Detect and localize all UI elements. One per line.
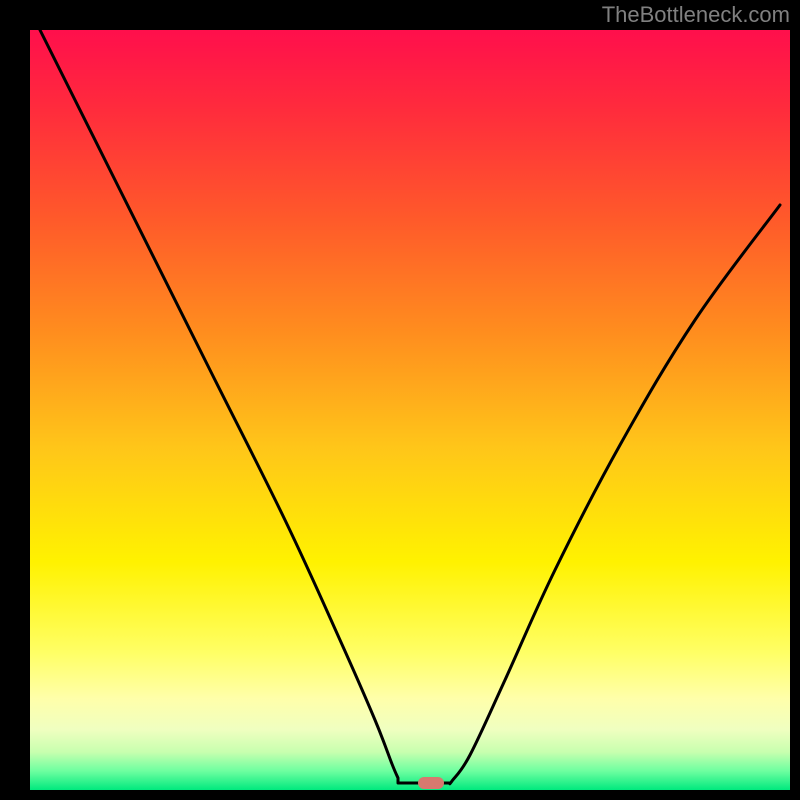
- optimal-marker: [418, 777, 444, 789]
- watermark-text: TheBottleneck.com: [602, 2, 790, 28]
- bottleneck-chart: [0, 0, 800, 800]
- plot-background: [30, 30, 790, 790]
- chart-frame: TheBottleneck.com: [0, 0, 800, 800]
